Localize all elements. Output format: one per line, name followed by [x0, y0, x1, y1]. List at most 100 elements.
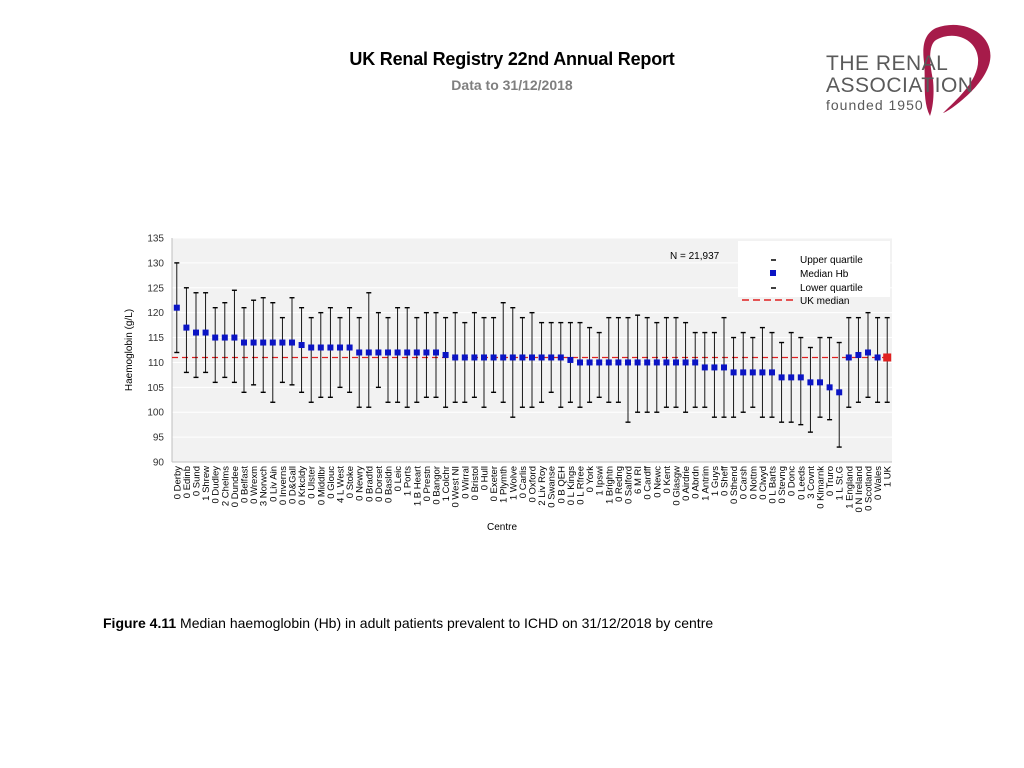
x-axis-label: Centre: [487, 522, 517, 533]
x-tick-label: 0 Salford: [624, 466, 635, 504]
figure-label: Figure 4.11: [103, 615, 177, 631]
median-point: [471, 354, 478, 361]
uk-median-point: [883, 353, 892, 362]
x-tick-label: 0 Prestn: [422, 466, 433, 501]
median-point: [625, 359, 631, 366]
median-point: [692, 359, 699, 366]
x-tick-label: 0 B QEH: [556, 466, 567, 504]
median-point: [346, 344, 353, 351]
median-point: [413, 349, 420, 356]
haemoglobin-chart: 90 95 100 105 110 115 120 125 130 135 Haemoglobin …: [124, 234, 894, 534]
median-point: [721, 364, 727, 371]
x-tick-label: 0 Dudley: [211, 466, 222, 504]
x-tick-label: 0 York: [585, 466, 596, 493]
y-tick-label: 100: [147, 408, 164, 419]
y-tick-label: 130: [147, 258, 164, 269]
median-point: [577, 359, 583, 366]
x-tick-label: 1 Guys: [710, 466, 721, 496]
x-tick-label: 0 L Kings: [566, 466, 577, 506]
x-tick-label: 0 Redng: [614, 466, 625, 502]
x-tick-label: 0 Sheff: [720, 466, 731, 496]
x-tick-label: 0 Hull: [480, 466, 491, 490]
x-tick-label: 0 Basldn: [384, 466, 395, 503]
median-point: [634, 359, 641, 366]
n-label: N = 21,937: [670, 251, 720, 262]
x-tick-label: 0 Donc: [787, 466, 798, 496]
x-tick-label: 2 Chelms: [220, 466, 231, 506]
x-tick-label: 0 Klmarnk: [816, 466, 827, 509]
median-point: [836, 389, 843, 396]
x-tick-label: 0 Stoke: [345, 466, 356, 498]
median-point: [865, 349, 871, 356]
x-tick-label: 1 L St.G: [835, 466, 846, 501]
legend-box: [738, 241, 890, 297]
x-tick-label: 1 England: [844, 466, 855, 509]
y-tick-label: 125: [147, 283, 164, 294]
median-point: [769, 369, 775, 376]
median-point: [461, 354, 468, 361]
median-point: [682, 359, 689, 366]
x-tick-label: 0 Truro: [825, 466, 836, 496]
x-tick-label: 1 B Heart: [412, 466, 423, 506]
x-tick-label: 1 Shrew: [201, 466, 212, 501]
median-point: [356, 349, 363, 356]
report-title: UK Renal Registry 22nd Annual Report: [349, 49, 675, 69]
median-point: [202, 329, 209, 336]
x-tick-label: 3 Norwch: [259, 466, 270, 506]
median-point: [586, 359, 593, 366]
median-point: [260, 339, 267, 346]
renal-association-logo: THE RENAL ASSOCIATION founded 1950: [818, 20, 998, 120]
median-point: [250, 339, 257, 346]
x-tick-label: 0 Wales: [873, 466, 884, 500]
logo-swirl-icon: [923, 24, 991, 117]
x-tick-label: 0 D&Gall: [288, 466, 299, 504]
median-point: [567, 356, 574, 363]
median-point: [749, 369, 756, 376]
median-point: [663, 359, 670, 366]
median-point: [874, 354, 881, 361]
x-tick-label: 1 Colchr: [441, 466, 452, 501]
median-point: [807, 379, 814, 386]
median-point: [855, 351, 862, 358]
median-point: [509, 354, 516, 361]
x-tick-label: 1 Wolve: [508, 466, 519, 500]
median-point: [557, 354, 564, 361]
median-point: [596, 359, 603, 366]
legend-uk-median-label: UK median: [800, 296, 849, 307]
median-point: [730, 369, 737, 376]
x-tick-label: 0 Sthend: [729, 466, 740, 504]
median-point: [788, 374, 795, 381]
y-tick-label: 115: [148, 333, 164, 344]
median-point: [605, 359, 612, 366]
x-tick-label: 0 N Ireland: [854, 466, 865, 512]
x-tick-label: 0 Sund: [192, 466, 203, 496]
x-tick-label: 0 Belfast: [240, 466, 251, 503]
x-tick-label: 2 Liv Roy: [537, 466, 548, 506]
x-tick-label: 3 Covnt: [806, 466, 817, 499]
median-point: [673, 359, 679, 366]
x-tick-label: 0 Leeds: [796, 466, 807, 500]
figure-caption: Figure 4.11 Median haemoglobin (Hb) in a…: [103, 615, 713, 631]
x-tick-label: 0 Newry: [355, 466, 366, 501]
median-point: [538, 354, 545, 361]
median-point: [442, 351, 449, 358]
legend-upper-quartile-label: Upper quartile: [800, 255, 863, 266]
x-tick-label: 0 Carsh: [739, 466, 750, 499]
median-point: [337, 344, 343, 351]
x-tick-label: 0 Newc: [652, 466, 663, 498]
x-tick-label: 0 Ulster: [307, 466, 318, 499]
median-point: [289, 339, 295, 346]
x-tick-label: 1 Brightn: [604, 466, 615, 504]
median-point: [394, 349, 401, 356]
x-tick-label: 0 Kent: [662, 466, 673, 494]
median-point: [375, 349, 382, 356]
x-tick-label: 0 Glouc: [326, 466, 337, 499]
x-tick-label: 0 Stevng: [777, 466, 788, 504]
legend-median-symbol: [770, 270, 776, 276]
x-tick-label: 0 Wirral: [460, 466, 471, 499]
median-point: [433, 349, 439, 356]
median-point: [317, 344, 324, 351]
median-point: [817, 379, 823, 386]
x-tick-label: 0 Derby: [172, 466, 183, 500]
x-tick-label: 0 Exeter: [489, 466, 500, 501]
